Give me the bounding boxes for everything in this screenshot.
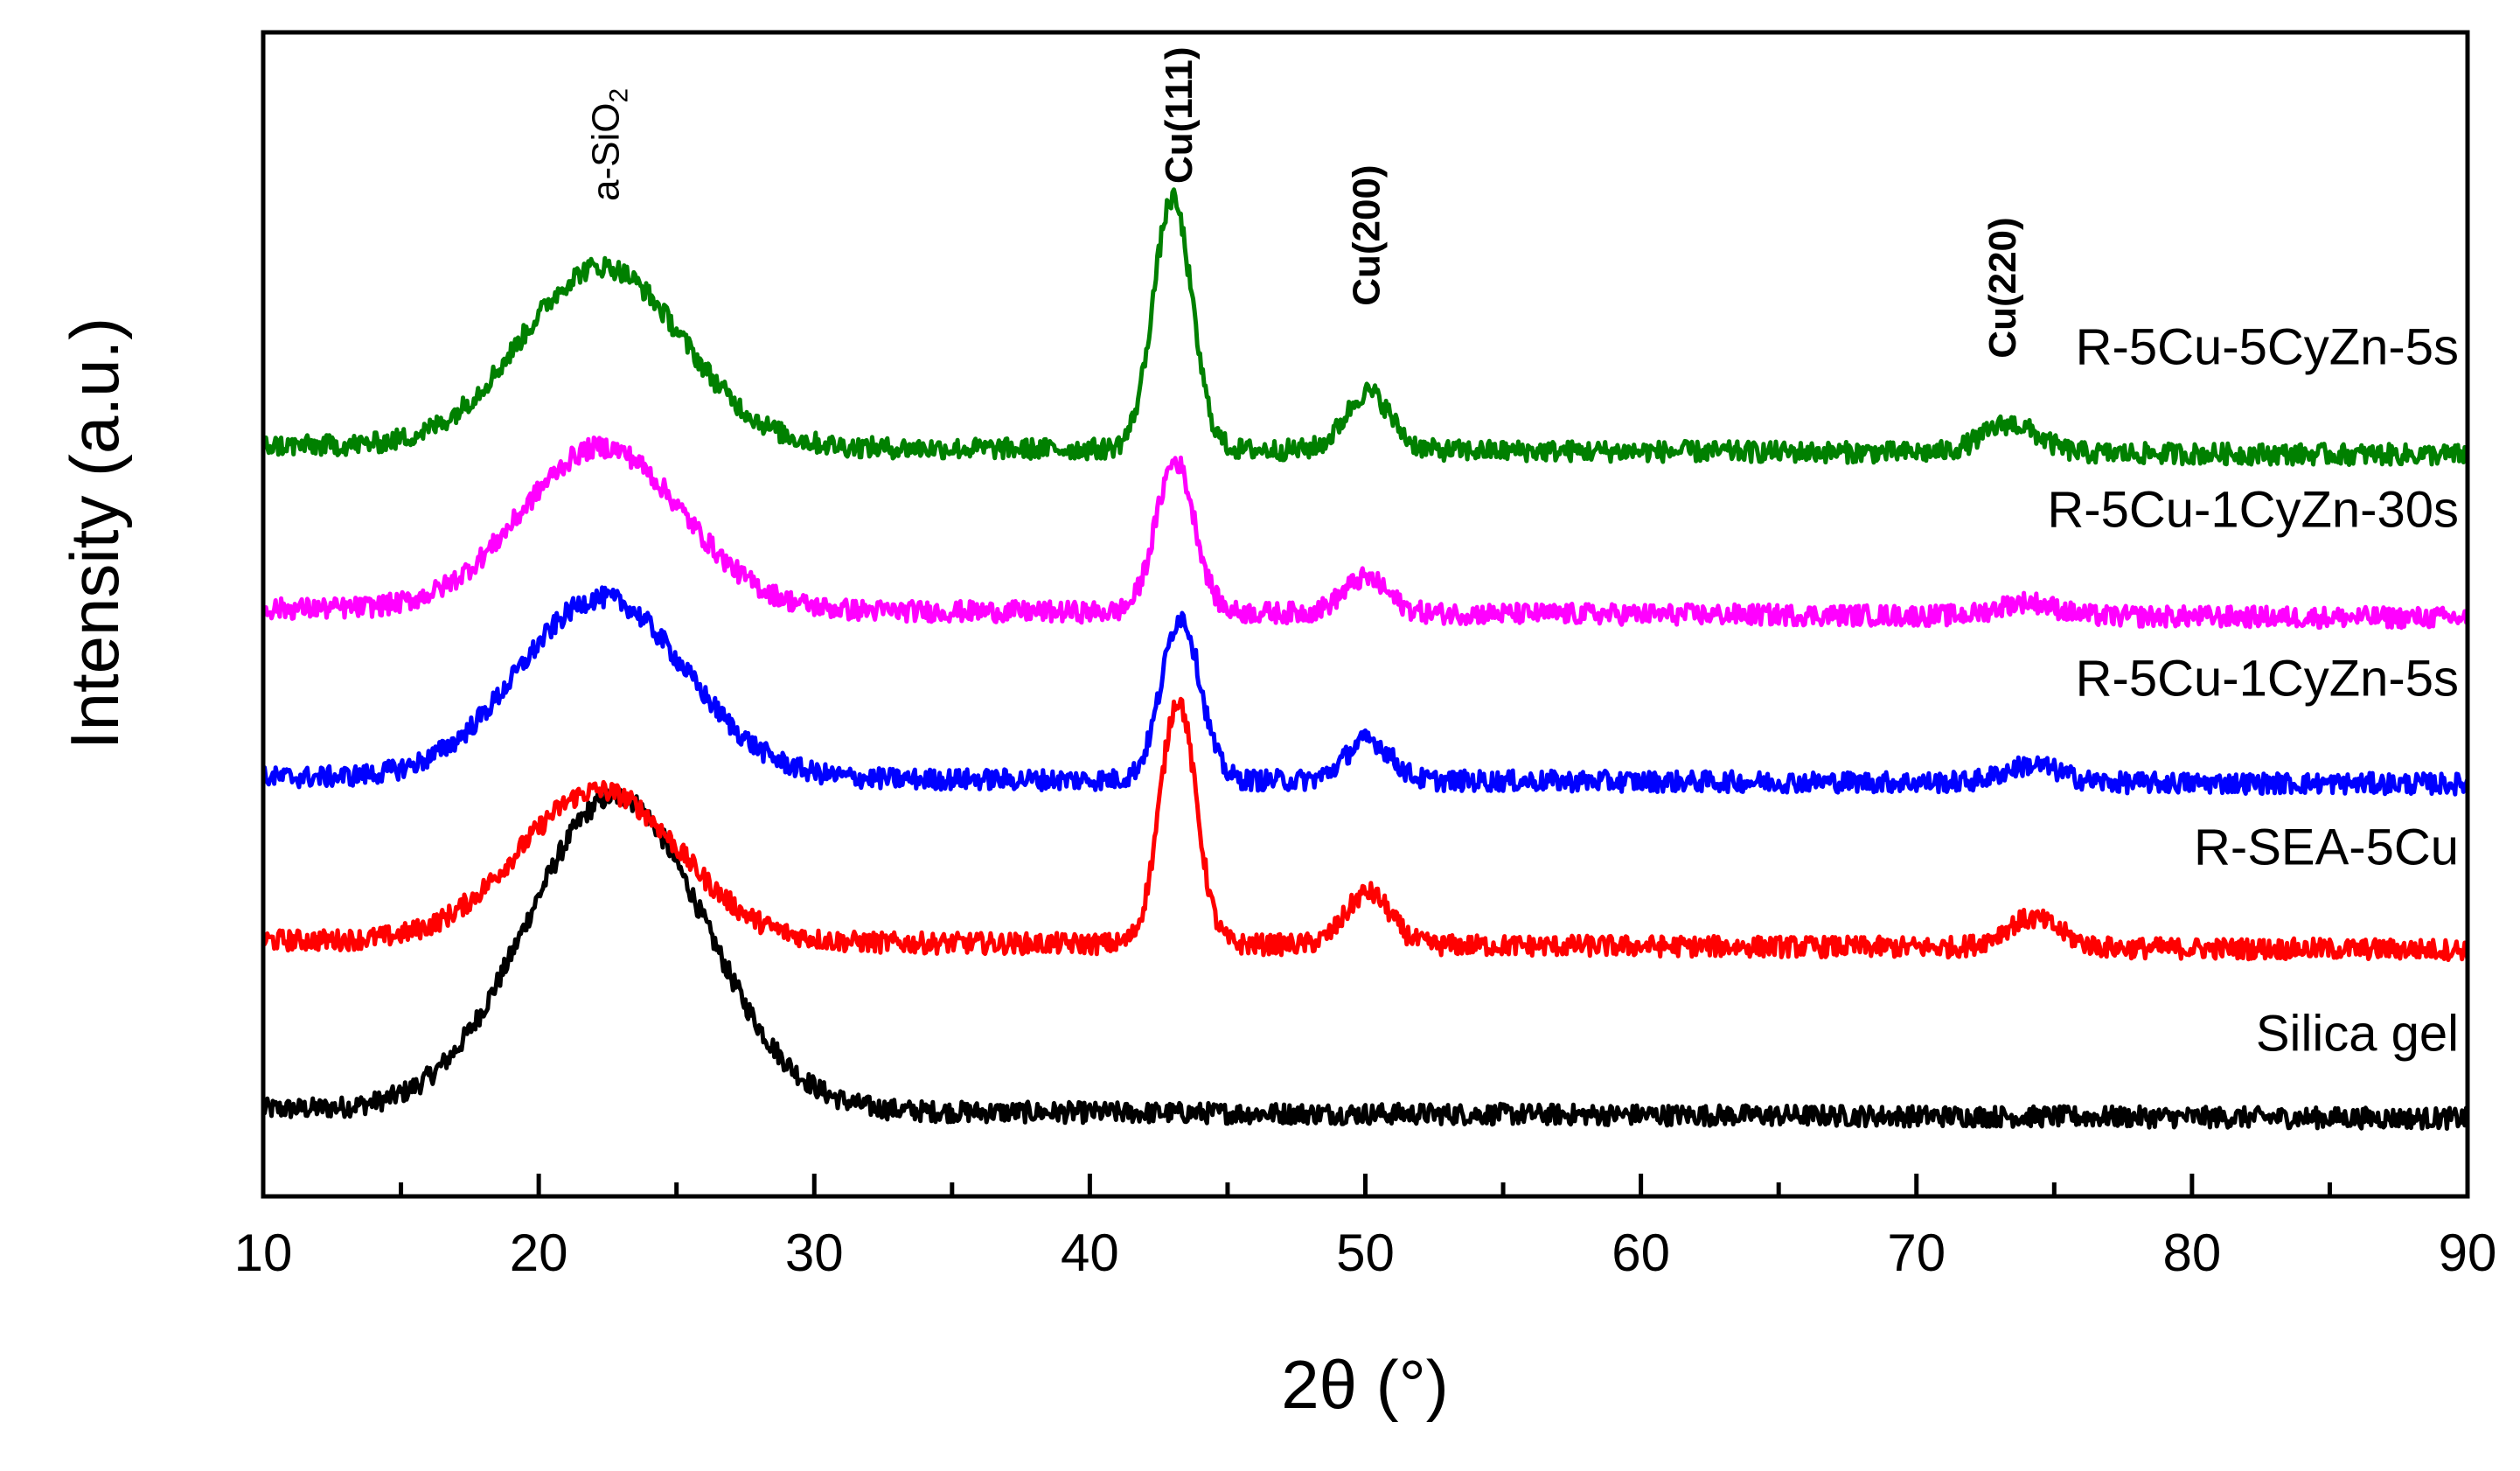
series-layer <box>261 187 2470 1131</box>
peak-label: Cu(200) <box>1345 164 1388 305</box>
tick-layer: 10 20 30 40 50 60 70 80 90 <box>234 1174 2497 1282</box>
peak-label: Cu(111) <box>1158 46 1201 184</box>
series-label: R-5Cu-1CyZn-5s <box>2076 651 2459 708</box>
series-label: Silica gel <box>2256 1006 2459 1063</box>
x-axis-title: 2θ (°) <box>1281 1346 1449 1423</box>
x-tick-label: 80 <box>2163 1224 2222 1282</box>
series-line-r-5cu-5cyzn-5s <box>262 187 2470 467</box>
x-tick-label: 40 <box>1061 1224 1119 1282</box>
x-tick-label: 60 <box>1612 1224 1670 1282</box>
x-tick-label: 20 <box>510 1224 568 1282</box>
peak-label: a-SiO2 <box>585 88 634 201</box>
peak-label: Cu(220) <box>1981 217 2024 358</box>
series-label: R-5Cu-5CyZn-5s <box>2076 318 2459 375</box>
x-tick-label: 90 <box>2439 1224 2497 1282</box>
plot-frame <box>261 30 2470 1199</box>
series-label: R-SEA-5Cu <box>2194 819 2459 876</box>
x-tick-label: 30 <box>785 1224 844 1282</box>
x-tick-label: 50 <box>1336 1224 1395 1282</box>
x-tick-label: 70 <box>1887 1224 1946 1282</box>
label-layer: R-5Cu-5CyZn-5s R-5Cu-1CyZn-30s R-5Cu-1CyZn… <box>585 46 2460 1062</box>
series-line-silica-gel <box>261 786 2470 1131</box>
series-line-r-5cu-1cyzn-30s <box>261 436 2470 631</box>
series-line-r-sea-5cu <box>261 696 2470 963</box>
series-line-r-5cu-1cyzn-5s <box>261 585 2470 797</box>
x-tick-label: 10 <box>234 1224 293 1282</box>
series-label: R-5Cu-1CyZn-30s <box>2047 482 2459 539</box>
y-axis-title: Intensity (a.u.) <box>56 317 133 749</box>
